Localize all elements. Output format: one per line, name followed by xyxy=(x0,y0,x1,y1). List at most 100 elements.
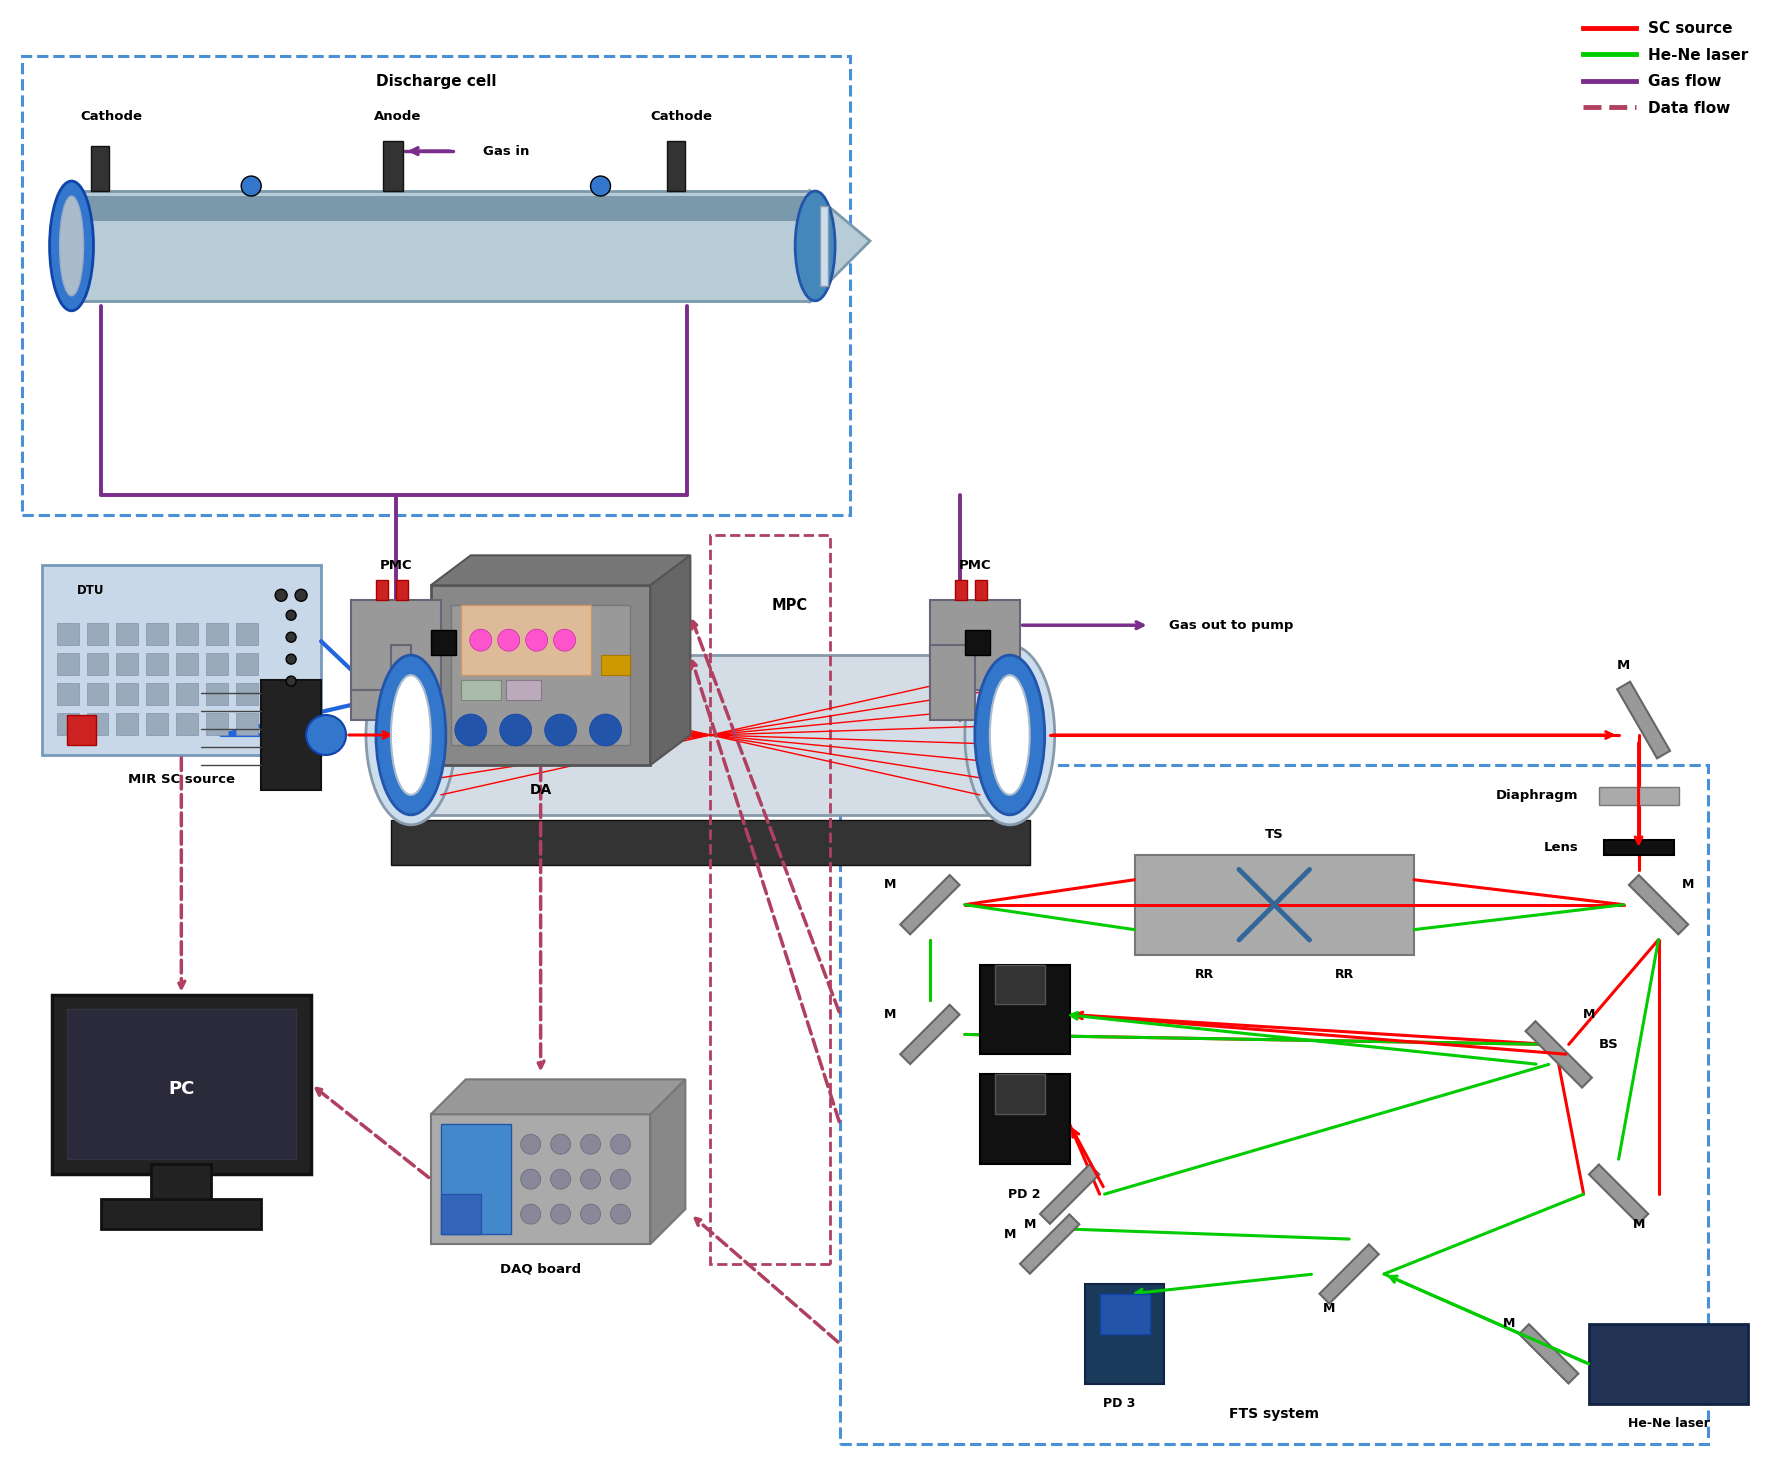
Ellipse shape xyxy=(965,645,1055,825)
FancyBboxPatch shape xyxy=(1589,1325,1749,1404)
Text: Diaphragm: Diaphragm xyxy=(1496,789,1579,802)
FancyBboxPatch shape xyxy=(1604,839,1673,856)
Ellipse shape xyxy=(611,1170,630,1189)
Polygon shape xyxy=(1519,1325,1579,1384)
FancyBboxPatch shape xyxy=(1135,855,1414,954)
FancyBboxPatch shape xyxy=(451,605,630,745)
FancyBboxPatch shape xyxy=(402,655,1020,814)
Ellipse shape xyxy=(589,714,621,746)
FancyBboxPatch shape xyxy=(981,1074,1069,1164)
Text: PD 2: PD 2 xyxy=(1009,1187,1041,1201)
Text: RR: RR xyxy=(1335,968,1354,981)
FancyBboxPatch shape xyxy=(1085,1283,1165,1384)
FancyBboxPatch shape xyxy=(235,653,258,676)
FancyBboxPatch shape xyxy=(441,1124,512,1235)
Text: TS: TS xyxy=(1266,829,1283,841)
Text: Gas out to pump: Gas out to pump xyxy=(1170,618,1294,631)
FancyBboxPatch shape xyxy=(262,680,320,791)
Ellipse shape xyxy=(550,1204,570,1224)
Text: M: M xyxy=(1004,1227,1016,1240)
FancyBboxPatch shape xyxy=(995,965,1044,1004)
FancyBboxPatch shape xyxy=(57,624,78,645)
FancyBboxPatch shape xyxy=(67,1009,296,1159)
FancyBboxPatch shape xyxy=(350,600,441,690)
Polygon shape xyxy=(1628,875,1689,934)
Ellipse shape xyxy=(581,1204,600,1224)
Polygon shape xyxy=(650,556,690,766)
Ellipse shape xyxy=(591,176,611,196)
FancyBboxPatch shape xyxy=(391,820,1030,864)
Text: Cathode: Cathode xyxy=(80,109,142,122)
FancyBboxPatch shape xyxy=(430,630,457,655)
FancyBboxPatch shape xyxy=(995,1074,1044,1114)
FancyBboxPatch shape xyxy=(57,683,78,705)
FancyBboxPatch shape xyxy=(117,683,138,705)
FancyBboxPatch shape xyxy=(147,624,168,645)
Ellipse shape xyxy=(499,714,531,746)
FancyBboxPatch shape xyxy=(667,142,685,192)
Ellipse shape xyxy=(375,655,446,814)
FancyBboxPatch shape xyxy=(81,196,811,221)
Polygon shape xyxy=(1526,1021,1591,1087)
Text: FTS system: FTS system xyxy=(1230,1407,1319,1420)
Ellipse shape xyxy=(455,714,487,746)
Ellipse shape xyxy=(554,630,575,650)
Ellipse shape xyxy=(581,1170,600,1189)
FancyBboxPatch shape xyxy=(375,580,388,600)
FancyBboxPatch shape xyxy=(207,712,228,735)
Text: M: M xyxy=(1632,1217,1644,1230)
FancyBboxPatch shape xyxy=(57,653,78,676)
Text: PMC: PMC xyxy=(959,559,991,572)
FancyBboxPatch shape xyxy=(92,146,110,192)
FancyBboxPatch shape xyxy=(1099,1294,1149,1333)
Ellipse shape xyxy=(274,590,287,602)
Text: M: M xyxy=(1023,1217,1035,1230)
FancyBboxPatch shape xyxy=(147,683,168,705)
FancyBboxPatch shape xyxy=(975,580,988,600)
Text: Discharge cell: Discharge cell xyxy=(375,74,496,88)
FancyBboxPatch shape xyxy=(235,624,258,645)
FancyBboxPatch shape xyxy=(51,994,312,1174)
Ellipse shape xyxy=(391,676,430,795)
FancyBboxPatch shape xyxy=(600,655,630,676)
FancyBboxPatch shape xyxy=(235,712,258,735)
FancyBboxPatch shape xyxy=(430,1114,650,1243)
FancyBboxPatch shape xyxy=(67,715,97,745)
FancyBboxPatch shape xyxy=(841,766,1708,1444)
Text: BS: BS xyxy=(1598,1038,1618,1050)
FancyBboxPatch shape xyxy=(117,712,138,735)
FancyBboxPatch shape xyxy=(965,630,989,655)
FancyBboxPatch shape xyxy=(207,653,228,676)
FancyBboxPatch shape xyxy=(152,1164,211,1204)
Ellipse shape xyxy=(287,633,296,642)
Legend: SC source, He-Ne laser, Gas flow, Data flow: SC source, He-Ne laser, Gas flow, Data f… xyxy=(1570,9,1761,128)
Text: RR: RR xyxy=(1195,968,1214,981)
FancyBboxPatch shape xyxy=(21,56,850,515)
Text: Gas in: Gas in xyxy=(483,145,529,158)
Ellipse shape xyxy=(287,611,296,620)
FancyBboxPatch shape xyxy=(41,565,320,755)
Ellipse shape xyxy=(545,714,577,746)
FancyBboxPatch shape xyxy=(929,600,1020,690)
Text: Anode: Anode xyxy=(373,109,421,122)
Text: M: M xyxy=(883,878,896,891)
Ellipse shape xyxy=(989,676,1030,795)
Ellipse shape xyxy=(526,630,547,650)
FancyBboxPatch shape xyxy=(396,580,407,600)
FancyBboxPatch shape xyxy=(1598,786,1678,805)
Polygon shape xyxy=(430,556,690,586)
Ellipse shape xyxy=(975,655,1044,814)
Text: PC: PC xyxy=(168,1080,195,1099)
Text: Lens: Lens xyxy=(1543,841,1579,854)
Ellipse shape xyxy=(550,1170,570,1189)
Text: M: M xyxy=(1322,1302,1335,1316)
FancyBboxPatch shape xyxy=(57,712,78,735)
FancyBboxPatch shape xyxy=(177,683,198,705)
Polygon shape xyxy=(650,1080,685,1243)
Ellipse shape xyxy=(581,1134,600,1155)
Text: Cathode: Cathode xyxy=(651,109,713,122)
FancyBboxPatch shape xyxy=(235,683,258,705)
FancyBboxPatch shape xyxy=(177,712,198,735)
Ellipse shape xyxy=(306,715,345,755)
FancyBboxPatch shape xyxy=(177,624,198,645)
